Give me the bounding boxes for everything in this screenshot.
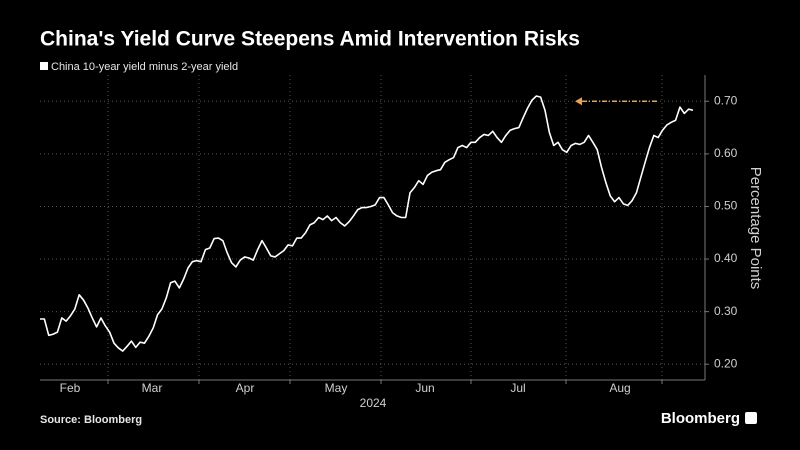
x-tick-label: May <box>325 381 348 395</box>
series-line <box>40 95 694 352</box>
x-tick-label: Jun <box>415 381 434 395</box>
x-tick-label: Mar <box>142 381 163 395</box>
y-tick-label: 0.20 <box>714 356 738 370</box>
y-tick-label: 0.60 <box>714 146 738 160</box>
x-tick-label: Aug <box>609 381 630 395</box>
annotation-arrow-head <box>575 97 582 106</box>
y-tick-label: 0.50 <box>714 199 738 213</box>
y-tick-label: 0.30 <box>714 304 738 318</box>
source: Source: Bloomberg <box>40 414 142 426</box>
legend-label: China 10-year yield minus 2-year yield <box>51 61 238 73</box>
chart-title: China's Yield Curve Steepens Amid Interv… <box>40 28 580 51</box>
legend-swatch <box>40 62 48 70</box>
x-axis-title: 2024 <box>360 396 387 410</box>
y-tick-label: 0.70 <box>714 93 738 107</box>
brand-icon <box>745 412 757 424</box>
y-axis-title: Percentage Points <box>747 167 764 290</box>
brand: Bloomberg <box>661 410 740 427</box>
x-tick-label: Feb <box>60 381 81 395</box>
y-tick-label: 0.40 <box>714 251 738 265</box>
x-tick-label: Apr <box>236 381 255 395</box>
x-tick-label: Jul <box>510 381 525 395</box>
